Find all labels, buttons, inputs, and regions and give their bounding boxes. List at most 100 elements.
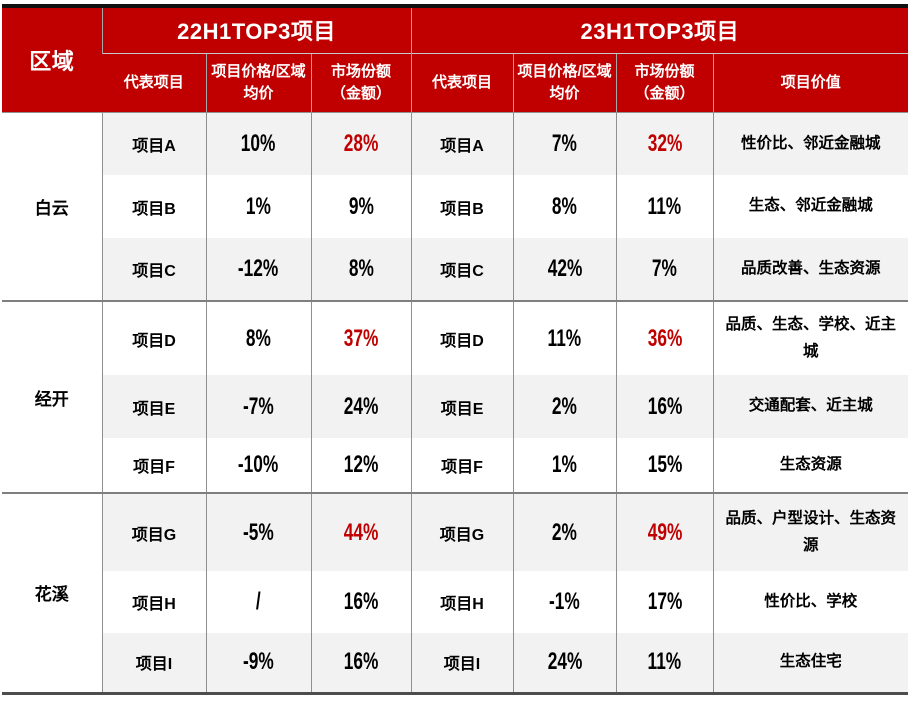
share-22-value: 24% <box>343 392 379 420</box>
share-23-value: 11% <box>647 648 682 676</box>
project-value-cell: 品质、户型设计、生态资源 <box>712 493 909 571</box>
share-23-value: 49% <box>647 518 682 546</box>
share-22-cell: 37% <box>310 301 412 375</box>
share-23-value: 16% <box>647 392 682 420</box>
price-22-value: 8% <box>246 324 271 352</box>
price-23-value: 8% <box>552 192 578 220</box>
header-region: 区域 <box>2 6 102 113</box>
price-23-cell: 1% <box>512 438 617 494</box>
share-23-cell: 7% <box>615 238 714 302</box>
header-group-23h1: 23H1TOP3项目 <box>410 6 909 53</box>
table-row: 项目F -10% 12% 项目F 1% 15% 生态资源 <box>2 438 909 494</box>
project-value-cell: 交通配套、近主城 <box>712 375 909 438</box>
share-22-value: 16% <box>343 648 379 676</box>
project-22-cell: 项目C <box>101 238 206 302</box>
table-row: 经开 项目D 8% 37% 项目D 11% 36% 品质、生态、学校、近主城 <box>2 301 909 494</box>
header-group-row: 区域 22H1TOP3项目 23H1TOP3项目 <box>2 6 909 113</box>
project-23-cell: 项目A <box>410 112 514 175</box>
price-23-cell: 42% <box>512 238 617 302</box>
table-row: 项目C -12% 8% 项目C 42% 7% 品质改善、生态资源 <box>2 238 909 302</box>
price-23-value: -1% <box>549 588 580 615</box>
share-23-cell: 49% <box>615 493 714 571</box>
price-22-cell: -12% <box>205 238 311 302</box>
share-23-value: 7% <box>652 255 678 282</box>
price-23-value: 7% <box>552 129 578 157</box>
price-23-value: 2% <box>552 392 578 420</box>
project-23-cell: 项目E <box>410 375 514 438</box>
project-23-cell: 项目H <box>410 571 514 633</box>
price-22-cell: 10% <box>205 112 311 175</box>
share-22-cell: 9% <box>310 175 412 238</box>
project-23-cell: 项目I <box>410 633 514 693</box>
project-value-cell: 品质、生态、学校、近主城 <box>712 301 909 375</box>
price-23-cell: 2% <box>512 375 617 438</box>
price-22-cell: 8% <box>205 301 311 375</box>
share-23-cell: 11% <box>615 633 714 693</box>
price-23-value: 1% <box>552 451 578 478</box>
project-value-cell: 生态资源 <box>712 438 909 494</box>
price-22-value: / <box>256 588 261 615</box>
table-row: 项目H / 16% 项目H -1% 17% 性价比、学校 <box>2 571 909 633</box>
project-23-cell: 项目D <box>410 301 514 375</box>
price-22-cell: / <box>205 571 311 633</box>
price-23-cell: 2% <box>512 493 617 571</box>
table-row: 项目B 1% 9% 项目B 8% 11% 生态、邻近金融城 <box>2 175 909 238</box>
table-row: 项目I -9% 16% 项目I 24% 11% 生态住宅 <box>2 633 909 693</box>
price-23-cell: 7% <box>512 112 617 175</box>
share-22-cell: 28% <box>310 112 412 175</box>
share-22-cell: 12% <box>310 438 412 494</box>
share-22-value: 16% <box>343 588 379 615</box>
price-23-value: 2% <box>552 518 578 546</box>
share-23-value: 11% <box>647 192 682 220</box>
header-project-value: 项目价值 <box>712 52 909 113</box>
project-23-cell: 项目F <box>410 438 514 494</box>
project-22-cell: 项目F <box>101 438 206 494</box>
table-row: 项目E -7% 24% 项目E 2% 16% 交通配套、近主城 <box>2 375 909 438</box>
share-22-value: 12% <box>343 451 379 478</box>
header-group-22h1: 22H1TOP3项目 <box>101 6 412 53</box>
project-22-cell: 项目H <box>101 571 206 633</box>
header-project-23: 代表项目 <box>410 52 514 113</box>
share-23-value: 17% <box>647 588 682 615</box>
header-columns-row: 代表项目 项目价格/区域均价 市场份额 （金额） 代表项目 项目价格/区域均价 … <box>2 52 909 113</box>
share-22-value: 37% <box>343 324 379 352</box>
price-23-cell: 8% <box>512 175 617 238</box>
price-23-cell: 11% <box>512 301 617 375</box>
price-22-value: -10% <box>238 451 279 478</box>
price-22-cell: -9% <box>205 633 311 693</box>
share-23-cell: 11% <box>615 175 714 238</box>
price-22-cell: -5% <box>205 493 311 571</box>
project-value-cell: 品质改善、生态资源 <box>712 238 909 302</box>
share-23-value: 36% <box>647 324 682 352</box>
share-22-value: 9% <box>348 192 374 220</box>
project-22-cell: 项目G <box>101 493 206 571</box>
price-23-value: 11% <box>547 324 582 352</box>
price-22-value: 10% <box>241 129 276 157</box>
region-cell-baiyun: 白云 <box>2 112 102 302</box>
project-22-cell: 项目B <box>101 175 206 238</box>
share-23-value: 15% <box>647 451 682 478</box>
top3-projects-table: 区域 22H1TOP3项目 23H1TOP3项目 代表项目 项目价格/区域均价 … <box>2 4 909 695</box>
project-value-cell: 生态、邻近金融城 <box>712 175 909 238</box>
share-23-cell: 32% <box>615 112 714 175</box>
share-22-cell: 44% <box>310 493 412 571</box>
share-23-cell: 16% <box>615 375 714 438</box>
price-22-value: -12% <box>238 255 279 282</box>
header-share-22: 市场份额 （金额） <box>310 52 412 113</box>
share-22-cell: 16% <box>310 633 412 693</box>
share-22-cell: 24% <box>310 375 412 438</box>
project-value-cell: 生态住宅 <box>712 633 909 693</box>
region-cell-huaxi: 花溪 <box>2 493 102 693</box>
header-price-23: 项目价格/区域均价 <box>512 52 617 113</box>
project-value-cell: 性价比、邻近金融城 <box>712 112 909 175</box>
price-22-value: -9% <box>243 648 274 676</box>
share-22-value: 44% <box>343 518 379 546</box>
share-23-cell: 15% <box>615 438 714 494</box>
price-22-cell: 1% <box>205 175 311 238</box>
table-header: 区域 22H1TOP3项目 23H1TOP3项目 代表项目 项目价格/区域均价 … <box>2 6 909 113</box>
header-price-22: 项目价格/区域均价 <box>205 52 311 113</box>
project-22-cell: 项目A <box>101 112 206 175</box>
share-22-value: 28% <box>343 129 379 157</box>
project-22-cell: 项目E <box>101 375 206 438</box>
